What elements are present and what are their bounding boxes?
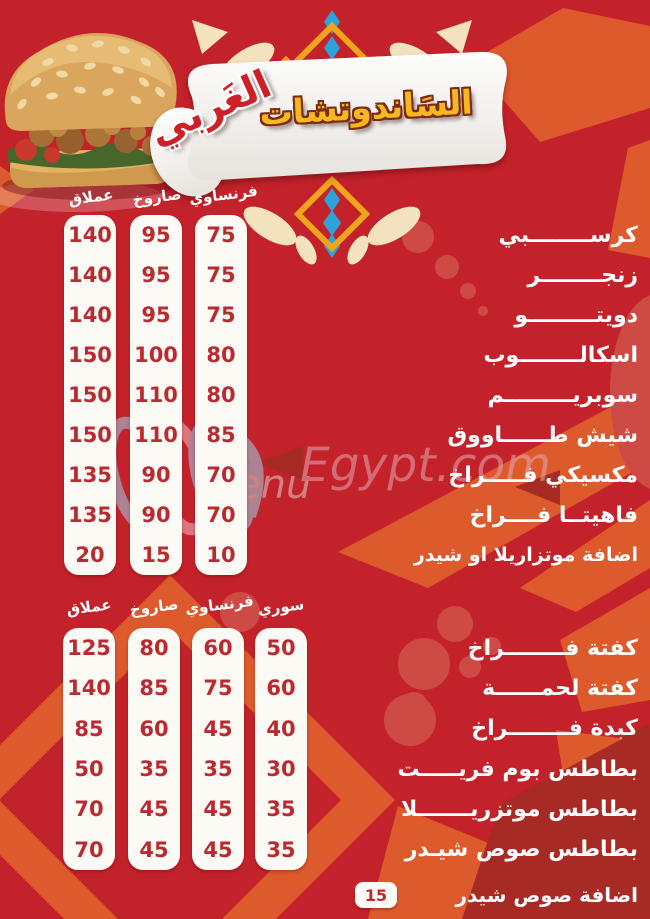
menu-item: كفتة فــــــــراخ [467,635,638,661]
price-cell: 40 [266,716,296,741]
menu-item: اسكالــــــــوب [483,342,638,368]
price-cell: 125 [67,636,111,661]
menu-item: سوبريـــــــــم [487,382,638,408]
price-cell: 45 [203,716,233,741]
price-cell: 70 [206,463,236,487]
price-cell: 45 [203,837,233,862]
footer-note: اضافة صوص شيدر [455,883,638,907]
price-cell: 110 [134,383,178,407]
price-cell: 150 [68,383,112,407]
menu-item: دويتـــــــــو [514,302,638,328]
price-cell: 75 [203,676,233,701]
price-cell: 85 [74,716,104,741]
price-cell: 50 [266,636,296,661]
price-cell: 60 [203,636,233,661]
price-cell: 35 [139,757,169,782]
price-cell: 85 [139,676,169,701]
price-cell: 90 [141,463,171,487]
ribbon-banner [150,51,507,197]
price-cell: 75 [206,263,236,287]
price-cell: 140 [68,303,112,327]
menu-item: شيش طــــــاووق [447,422,639,448]
menu-item: بطاطس بوم فريـــــت [397,756,638,782]
price-cell: 45 [139,837,169,862]
price-cell: 85 [206,423,236,447]
menu-item: فاهيتــا فــــراخ [469,502,638,528]
price-cell: 75 [206,303,236,327]
price-cell: 140 [68,263,112,287]
price-cell: 75 [206,223,236,247]
price-cell: 50 [74,757,104,782]
menu-item: بطاطس صوص شيـدر [404,837,638,863]
price-cell: 35 [266,797,296,822]
price-cell: 45 [203,797,233,822]
price-cell: 30 [266,757,296,782]
s1-price-column-french: 75 75 75 80 80 85 70 70 10 [195,215,247,575]
price-cell: 110 [134,423,178,447]
s1-price-column-rocket: 95 95 95 100 110 110 90 90 15 [130,215,182,575]
menu-item: كفتة لحمــــــة [482,675,638,701]
menu-items-section2: كفتة فــــــــراخ كفتة لحمــــــة كبدة ف… [330,628,638,870]
menu-item: كرســــــــبي [498,222,638,248]
price-cell: 35 [203,757,233,782]
price-cell: 90 [141,503,171,527]
s2-price-column-giant: 125 140 85 50 70 70 [63,628,115,870]
price-cell: 15 [141,543,171,567]
sandwich-photo [0,0,190,205]
menu-items-section1: كرســــــــبي زنجــــــــر دويتـــــــــ… [330,215,638,575]
s2-price-column-french: 60 75 45 35 45 45 [192,628,244,870]
price-cell: 135 [68,463,112,487]
menu-item: كبدة فــــــــراخ [471,716,638,742]
menu-item: مكسيكي فـــــراخ [448,462,638,488]
price-cell: 45 [139,797,169,822]
price-cell: 60 [139,716,169,741]
price-cell: 100 [134,343,178,367]
menu-item: زنجــــــــر [527,262,638,288]
price-cell: 80 [206,343,236,367]
price-cell: 70 [206,503,236,527]
s1-price-column-giant: 140 140 140 150 150 150 135 135 20 [64,215,116,575]
price-cell: 20 [75,543,105,567]
menu-item: اضافة موتزاريلا او شيدر [413,544,638,566]
price-cell: 35 [266,837,296,862]
price-cell: 70 [74,837,104,862]
price-cell: 70 [74,797,104,822]
mandala-icon [150,10,507,265]
price-cell: 95 [141,303,171,327]
price-cell: 150 [68,343,112,367]
s2-price-column-rocket: 80 85 60 35 45 45 [128,628,180,870]
price-cell: 140 [67,676,111,701]
price-cell: 10 [206,543,236,567]
price-cell: 135 [68,503,112,527]
price-cell: 60 [266,676,296,701]
footer-price-pill: 15 [355,882,397,908]
sandwich-illustration [2,33,177,200]
s2-price-column-syrian: 50 60 40 30 35 35 [255,628,307,870]
price-cell: 95 [141,223,171,247]
price-cell: 150 [68,423,112,447]
price-cell: 80 [139,636,169,661]
price-cell: 140 [68,223,112,247]
menu-item: بطاطس موتزريـــــــلا [400,796,638,822]
price-cell: 95 [141,263,171,287]
title-badge: السَاندوتشات الغَربي [130,2,530,270]
price-cell: 80 [206,383,236,407]
